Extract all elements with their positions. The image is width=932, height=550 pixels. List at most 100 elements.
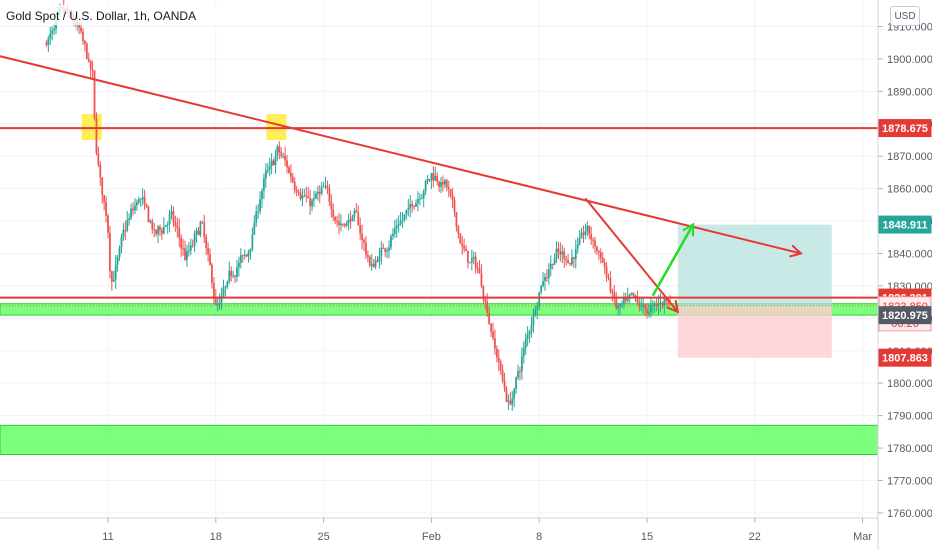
candle-body	[214, 297, 217, 305]
candle-body	[649, 305, 652, 313]
x-tick-label: 25	[317, 531, 329, 543]
candle-body	[205, 237, 208, 248]
candle-body	[270, 160, 273, 167]
candle-body	[451, 194, 454, 201]
candle-body	[336, 220, 338, 222]
x-tick-label: 18	[210, 531, 222, 543]
candle-body	[472, 256, 475, 259]
candle-body	[272, 160, 275, 166]
candle-body	[178, 227, 181, 238]
candle-body	[455, 211, 458, 227]
candle-body	[430, 173, 433, 180]
y-tick-label: 1890.000	[887, 86, 932, 98]
candle-body	[147, 206, 150, 223]
candle-body	[584, 231, 587, 235]
candle-body	[374, 260, 377, 268]
price-badge-bg	[878, 215, 932, 234]
candle-body	[164, 224, 167, 227]
candle-body	[540, 285, 543, 293]
candle-body	[655, 304, 658, 306]
candle-body	[130, 208, 132, 219]
candle-body	[519, 371, 521, 373]
candle-body	[495, 348, 498, 358]
candle-body	[197, 230, 200, 236]
candle-body	[338, 221, 340, 226]
candle-body	[286, 160, 288, 168]
candle-body	[307, 196, 310, 199]
candle-body	[245, 254, 248, 257]
candle-body	[544, 277, 546, 282]
candle-body	[207, 247, 209, 255]
candle-body	[95, 118, 98, 154]
candle-body	[621, 303, 623, 305]
price-axis[interactable]: 1760.000 1770.000 1780.000 1790.000 1800.000…	[878, 22, 932, 520]
candle-body	[542, 281, 544, 286]
candle-body	[315, 193, 317, 199]
candle-body	[330, 201, 333, 210]
candle-body	[299, 192, 302, 199]
x-tick-label: 11	[102, 531, 113, 543]
candle-body	[143, 197, 146, 205]
candle-body	[313, 198, 315, 201]
candle-body	[592, 239, 594, 241]
candle-body	[659, 302, 662, 304]
candle-body	[382, 247, 385, 249]
candle-body	[536, 306, 539, 310]
candle-body	[611, 291, 614, 293]
candle-body	[291, 176, 294, 183]
candle-body	[651, 304, 654, 306]
candle-body	[135, 202, 138, 206]
candle-body	[151, 220, 154, 230]
candle-body	[484, 299, 487, 302]
candle-body	[189, 245, 192, 251]
price-badge-label: 1820.975	[882, 310, 928, 322]
candle-body	[555, 248, 558, 259]
candle-body	[110, 271, 113, 282]
candle-body	[424, 181, 427, 192]
candle-body	[405, 209, 408, 215]
candle-body	[195, 230, 198, 234]
candle-body	[101, 177, 104, 196]
time-axis[interactable]: 11 18 25 Feb 8 15 22 Mar	[102, 518, 872, 543]
candle-body	[547, 269, 550, 278]
candle-body	[172, 211, 175, 223]
candle-body	[513, 389, 516, 399]
candle-body	[648, 312, 650, 314]
candle-body	[653, 304, 656, 306]
candle-body	[588, 225, 591, 235]
candle-body	[409, 204, 412, 209]
candle-body	[569, 263, 571, 265]
candle-body	[87, 58, 90, 62]
candle-body	[341, 223, 344, 225]
candle-body	[218, 302, 221, 305]
candle-body	[97, 153, 100, 165]
candle-body	[597, 250, 600, 253]
currency-button[interactable]: USD	[890, 6, 920, 26]
candle-body	[453, 200, 456, 212]
candle-body	[259, 199, 261, 212]
candle-body	[289, 172, 292, 177]
candle-body	[349, 219, 352, 222]
candle-body	[384, 248, 387, 252]
candle-body	[276, 146, 279, 156]
candle-body	[386, 250, 389, 252]
candle-body	[355, 210, 358, 213]
candle-body	[326, 186, 329, 189]
candle-body	[170, 211, 173, 214]
candle-body	[609, 278, 612, 292]
candle-body	[565, 258, 568, 261]
candle-body	[99, 164, 102, 178]
candle-body	[599, 252, 602, 258]
candle-body	[445, 180, 448, 188]
candle-body	[322, 186, 325, 188]
candle-body	[567, 260, 569, 264]
candle-body	[268, 166, 271, 170]
candle-body	[663, 296, 666, 306]
candle-body	[222, 287, 225, 296]
candle-body	[224, 286, 227, 288]
candle-body	[515, 377, 517, 390]
zones-layer	[0, 114, 878, 456]
y-tick-label: 1870.000	[887, 151, 932, 163]
candle-body	[366, 254, 369, 257]
